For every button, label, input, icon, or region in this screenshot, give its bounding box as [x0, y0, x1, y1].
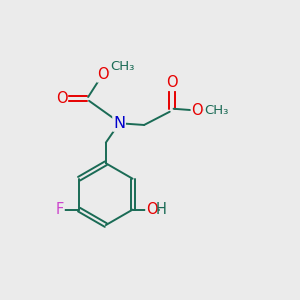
Text: H: H	[155, 202, 166, 217]
Text: CH₃: CH₃	[204, 104, 228, 117]
Text: O: O	[56, 91, 68, 106]
Text: N: N	[113, 116, 125, 131]
Text: O: O	[191, 103, 203, 118]
Text: F: F	[56, 202, 64, 217]
Text: CH₃: CH₃	[110, 61, 134, 74]
Text: O: O	[97, 67, 109, 82]
Text: O: O	[146, 202, 158, 217]
Text: O: O	[166, 75, 178, 90]
